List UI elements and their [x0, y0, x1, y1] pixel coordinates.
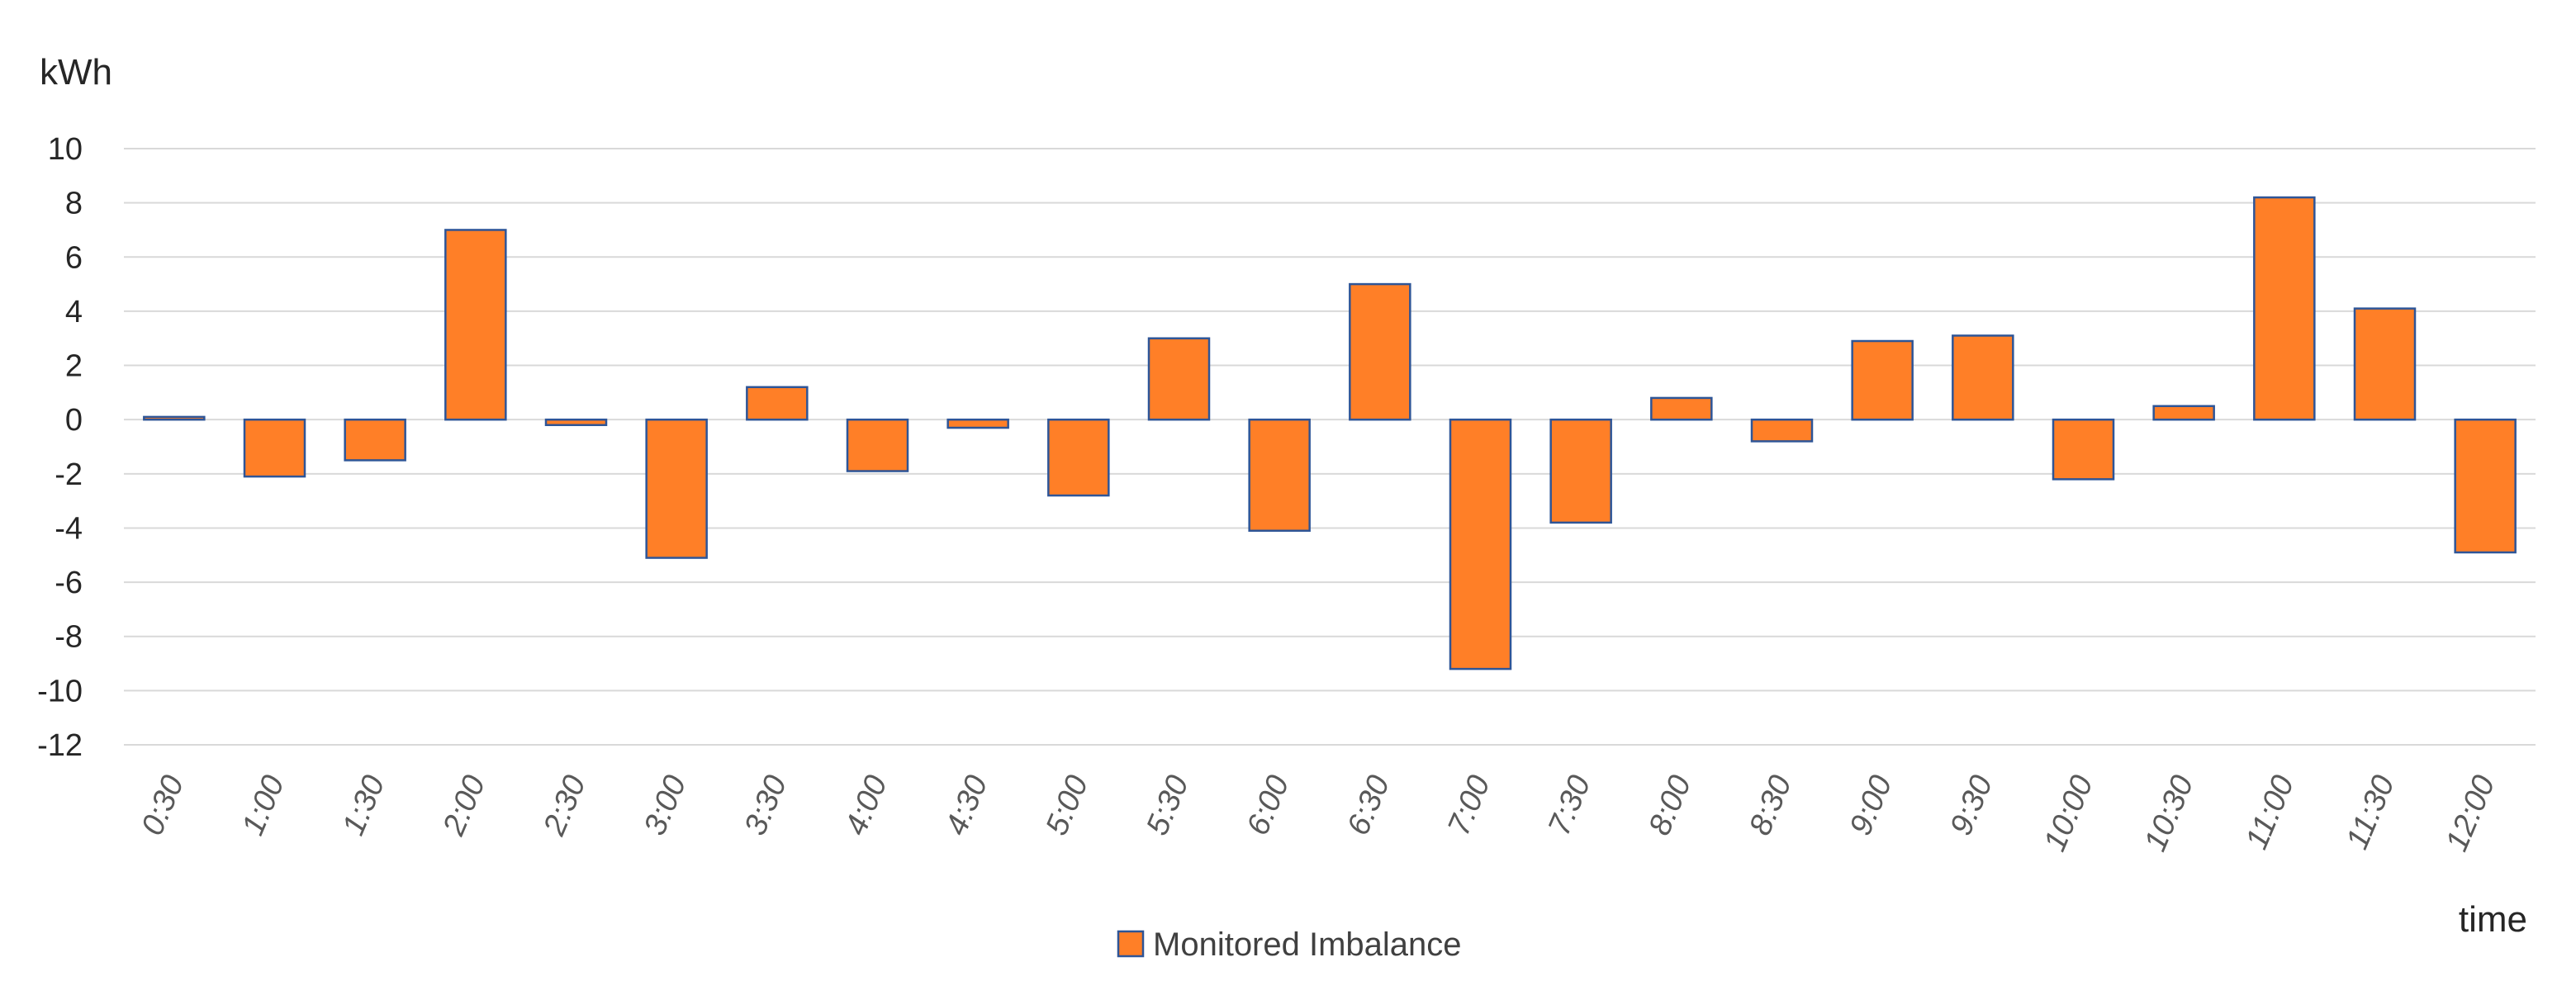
bars [143, 196, 2517, 670]
bar [2052, 418, 2115, 481]
x-tick-label: 1:30 [336, 770, 392, 840]
bar [444, 229, 507, 421]
bar [344, 418, 406, 462]
x-tick-label: 9:30 [1944, 770, 2000, 840]
x-tick-label: 4:00 [838, 770, 894, 840]
y-tick-label: 0 [65, 403, 83, 438]
x-tick-label: 10:30 [2138, 770, 2201, 856]
legend-swatch [1117, 930, 1145, 958]
x-tick-label: 2:30 [537, 770, 593, 841]
bar [2152, 405, 2215, 421]
y-axis-ticks: 10 8 6 4 2 0 -2 -4 -6 -8 -10 -12 [37, 132, 83, 763]
bar [1750, 418, 1814, 443]
bar [1650, 396, 1713, 421]
x-tick-label: 9:00 [1843, 770, 1900, 840]
y-tick-label: -2 [55, 457, 83, 492]
bar [2353, 307, 2417, 421]
x-tick-label: 10:00 [2038, 770, 2100, 856]
y-tick-label: 10 [48, 132, 83, 167]
bar [2253, 196, 2316, 421]
y-tick-label: 6 [65, 240, 83, 275]
bar [1449, 418, 1512, 670]
y-tick-label: 8 [65, 187, 83, 221]
bar [1248, 418, 1311, 532]
x-tick-label: 3:00 [638, 770, 694, 840]
legend-label: Monitored Imbalance [1153, 926, 1462, 963]
bar [243, 418, 306, 478]
bar [544, 418, 608, 426]
bar [846, 418, 909, 472]
bar [746, 386, 809, 421]
x-tick-label: 3:30 [738, 770, 795, 840]
bar [1851, 339, 1914, 421]
y-tick-label: 2 [65, 349, 83, 384]
bar [645, 418, 708, 559]
bar [1952, 334, 2014, 421]
x-tick-label: 1:00 [235, 770, 292, 840]
y-tick-label: -10 [37, 674, 83, 708]
y-tick-label: -6 [55, 566, 83, 600]
y-axis-label: kWh [40, 52, 112, 92]
y-tick-label: -8 [55, 620, 83, 655]
x-tick-label: 7:00 [1441, 770, 1497, 840]
x-tick-label: 6:00 [1241, 770, 1297, 840]
y-tick-label: -4 [55, 511, 83, 546]
bar [143, 415, 206, 421]
x-tick-label: 8:00 [1643, 770, 1699, 840]
x-tick-label: 11:30 [2340, 770, 2402, 854]
bar [2454, 418, 2517, 554]
x-tick-label: 5:00 [1040, 770, 1096, 840]
x-axis-ticks: 0:30 1:00 1:30 2:00 2:30 3:00 3:30 4:00 4:30 5:00… [135, 770, 2502, 856]
x-tick-label: 11:00 [2239, 770, 2301, 854]
bar [1549, 418, 1612, 524]
bar [1349, 282, 1411, 421]
x-axis-label: time [2459, 899, 2527, 940]
x-tick-label: 2:00 [436, 770, 492, 841]
bar [1147, 337, 1211, 421]
x-tick-label: 12:00 [2440, 770, 2502, 856]
gridlines [124, 148, 2536, 746]
x-tick-label: 4:30 [939, 770, 995, 840]
y-tick-label: 4 [65, 295, 83, 329]
bar [1047, 418, 1110, 497]
x-tick-label: 5:30 [1140, 770, 1196, 840]
y-tick-label: -12 [37, 728, 83, 763]
x-tick-label: 7:30 [1542, 770, 1598, 840]
bar [946, 418, 1009, 429]
legend: Monitored Imbalance [1117, 926, 1462, 963]
x-tick-label: 0:30 [135, 770, 192, 840]
x-tick-label: 6:30 [1341, 770, 1397, 840]
x-tick-label: 8:30 [1743, 770, 1799, 840]
